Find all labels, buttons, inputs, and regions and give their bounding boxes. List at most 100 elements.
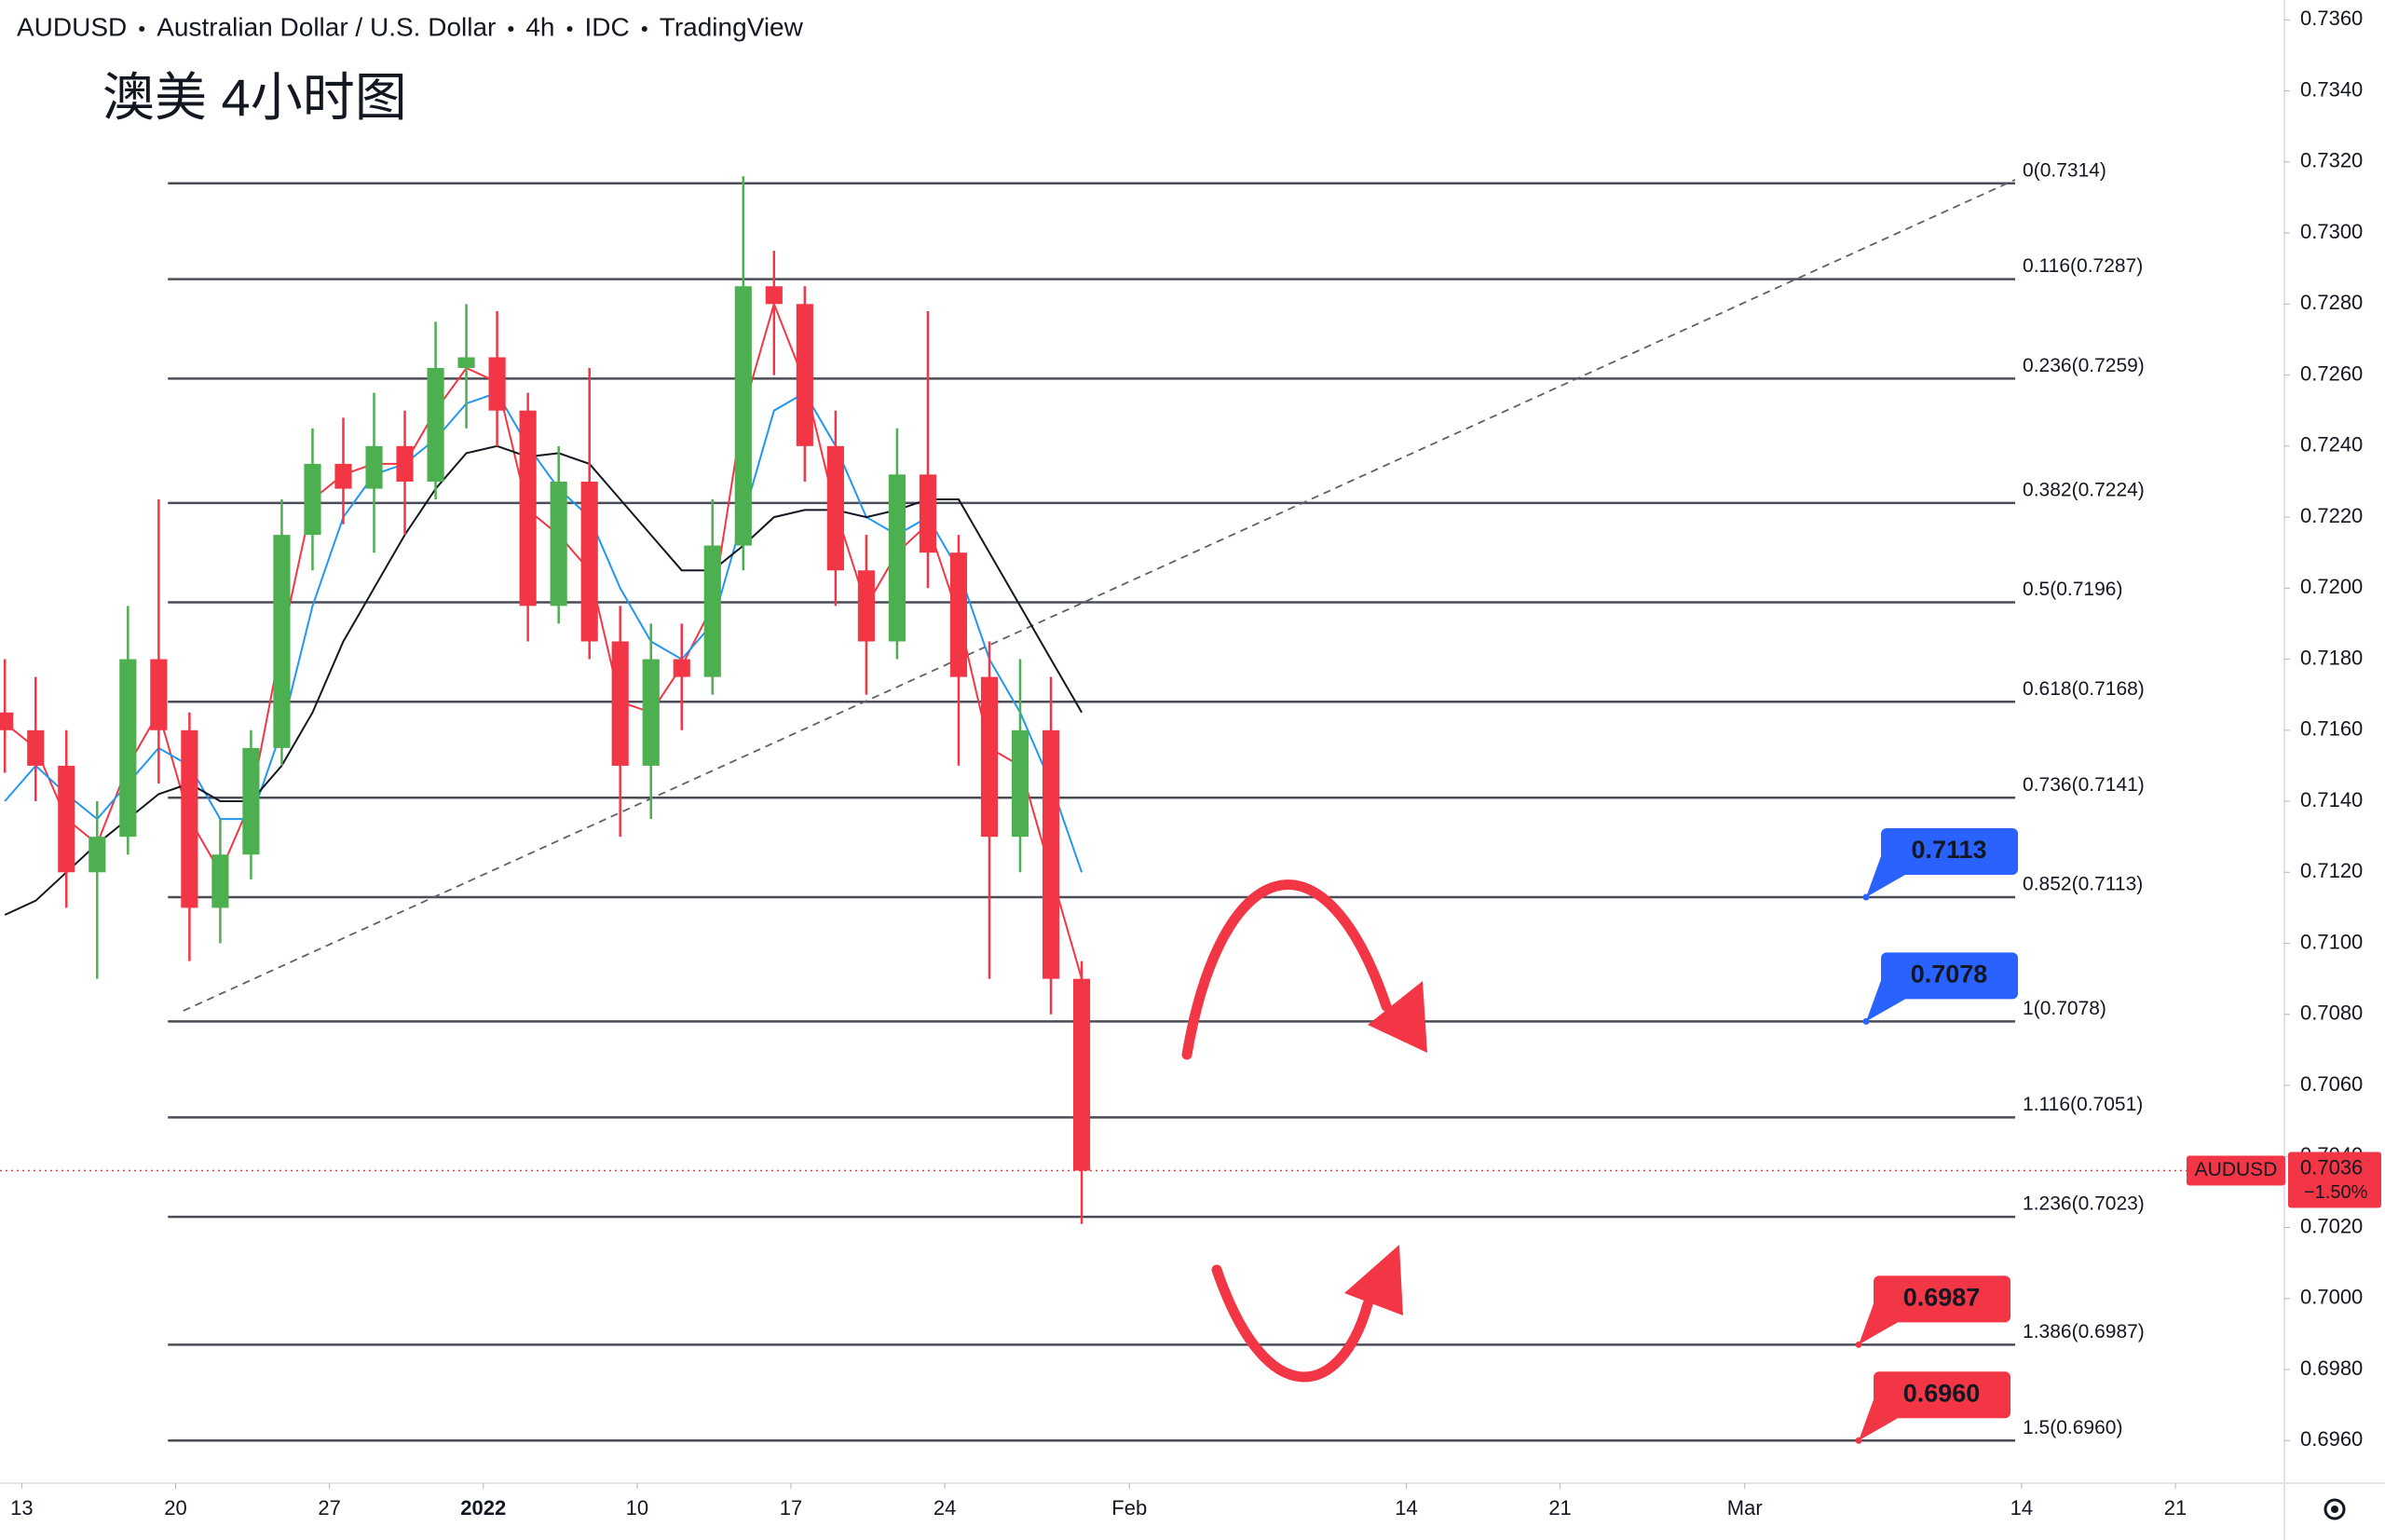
y-tick-label: 0.7140 — [2300, 788, 2363, 811]
arrow-head — [1344, 1245, 1403, 1315]
y-tick-label: 0.7340 — [2300, 77, 2363, 101]
candle-body — [519, 410, 537, 606]
candle-body — [580, 481, 598, 642]
price-tag-change: −1.50% — [2304, 1182, 2368, 1203]
y-tick-label: 0.7280 — [2300, 291, 2363, 314]
candle-body — [550, 481, 567, 606]
candle-body — [796, 304, 813, 446]
callout-label: 0.6960 — [1903, 1379, 1981, 1407]
fib-label: 0.236(0.7259) — [2023, 355, 2145, 376]
candle-body — [611, 641, 629, 766]
y-tick-label: 0.7100 — [2300, 930, 2363, 953]
x-tick-label: 21 — [1548, 1496, 1571, 1520]
x-tick-label: 21 — [2164, 1496, 2187, 1520]
fib-label: 0.382(0.7224) — [2023, 479, 2145, 500]
fib-label: 1(0.7078) — [2023, 998, 2106, 1019]
x-tick-label: 17 — [780, 1496, 802, 1520]
candle-body — [642, 659, 660, 766]
header-separator — [566, 26, 573, 32]
y-tick-label: 0.7360 — [2300, 7, 2363, 30]
candle-body — [457, 357, 475, 368]
gear-center[interactable] — [2331, 1506, 2338, 1513]
y-tick-label: 0.7320 — [2300, 149, 2363, 172]
fib-label: 0(0.7314) — [2023, 159, 2106, 181]
y-tick-label: 0.7080 — [2300, 1002, 2363, 1025]
candle-body — [27, 729, 45, 766]
trendline — [183, 179, 2016, 1012]
price-tag-value: 0.7036 — [2300, 1155, 2363, 1179]
candle-body — [765, 286, 783, 305]
x-tick-label: 27 — [318, 1496, 340, 1520]
candle-body — [919, 474, 937, 553]
fib-label: 1.116(0.7051) — [2023, 1094, 2143, 1115]
y-tick-label: 0.7260 — [2300, 361, 2363, 385]
candle-body — [119, 659, 137, 838]
candle-body — [826, 445, 844, 571]
y-tick-label: 0.6960 — [2300, 1427, 2363, 1451]
y-tick-label: 0.7180 — [2300, 646, 2363, 669]
candle-body — [89, 837, 106, 873]
header: AUDUSD Australian Dollar / U.S. Dollar 4h I… — [17, 12, 804, 41]
callout-box — [1881, 827, 2019, 875]
callout-anchor — [1855, 1341, 1862, 1348]
candle-body — [365, 445, 383, 489]
y-tick-label: 0.7160 — [2300, 717, 2363, 741]
y-tick-label: 0.7000 — [2300, 1286, 2363, 1309]
header-item: TradingView — [660, 12, 804, 41]
candle-body — [949, 552, 968, 677]
y-tick-label: 0.7120 — [2300, 859, 2363, 882]
candle-body — [427, 367, 444, 482]
candle-body — [150, 659, 168, 730]
y-tick-label: 0.7060 — [2300, 1072, 2363, 1096]
candle-body — [673, 659, 690, 677]
candle-body — [181, 729, 198, 908]
fib-label: 0.5(0.7196) — [2023, 579, 2122, 600]
price-tag — [2288, 1152, 2381, 1208]
y-tick-label: 0.6980 — [2300, 1356, 2363, 1380]
callout-anchor — [1862, 893, 1870, 901]
gear[interactable] — [2324, 1498, 2346, 1520]
arrows — [1181, 879, 1427, 1383]
callout-label: 0.7078 — [1911, 961, 1988, 988]
fib-label: 0.116(0.7287) — [2023, 255, 2143, 277]
x-tick-label: 14 — [2010, 1496, 2033, 1520]
settings-icon[interactable] — [2324, 1498, 2346, 1520]
x-tick-label: 10 — [626, 1496, 648, 1520]
candle-body — [396, 445, 414, 482]
x-tick-label: 24 — [934, 1496, 956, 1520]
candle-body — [734, 286, 752, 546]
y-tick-label: 0.7020 — [2300, 1214, 2363, 1237]
candle-body — [703, 545, 721, 677]
callout-tail — [1866, 855, 1906, 897]
x-tick-label: 2022 — [460, 1496, 506, 1520]
fib-label: 0.618(0.7168) — [2023, 678, 2145, 700]
callout-anchor — [1862, 1017, 1870, 1025]
fib-label: 1.236(0.7023) — [2023, 1193, 2145, 1215]
candle-body — [888, 474, 906, 642]
candle-body — [1011, 729, 1029, 838]
candles-layer — [0, 176, 1091, 1224]
header-item: AUDUSD — [17, 12, 127, 41]
y-tick-label: 0.7300 — [2300, 220, 2363, 243]
callout-label: 0.6987 — [1903, 1283, 1981, 1311]
fib-label: 1.5(0.6960) — [2023, 1417, 2122, 1438]
fib-label: 1.386(0.6987) — [2023, 1321, 2145, 1342]
x-tick-label: Mar — [1727, 1496, 1763, 1520]
candle-body — [0, 712, 14, 730]
callout-anchor — [1855, 1437, 1862, 1444]
x-tick-label: 13 — [10, 1496, 33, 1520]
y-tick-label: 0.7240 — [2300, 433, 2363, 457]
candle-body — [488, 357, 506, 411]
arrow-curve — [1211, 1264, 1373, 1383]
fib-label: 0.852(0.7113) — [2023, 874, 2143, 895]
symbol-tag — [2187, 1155, 2285, 1186]
header-item: 4h — [525, 12, 554, 41]
arrow-head — [1368, 981, 1427, 1053]
candle-body — [857, 570, 875, 642]
callout-box — [1874, 1275, 2011, 1323]
candle-body — [211, 854, 229, 908]
candle-body — [334, 463, 352, 489]
candle-body — [980, 676, 999, 838]
y-tick-label: 0.7200 — [2300, 575, 2363, 598]
